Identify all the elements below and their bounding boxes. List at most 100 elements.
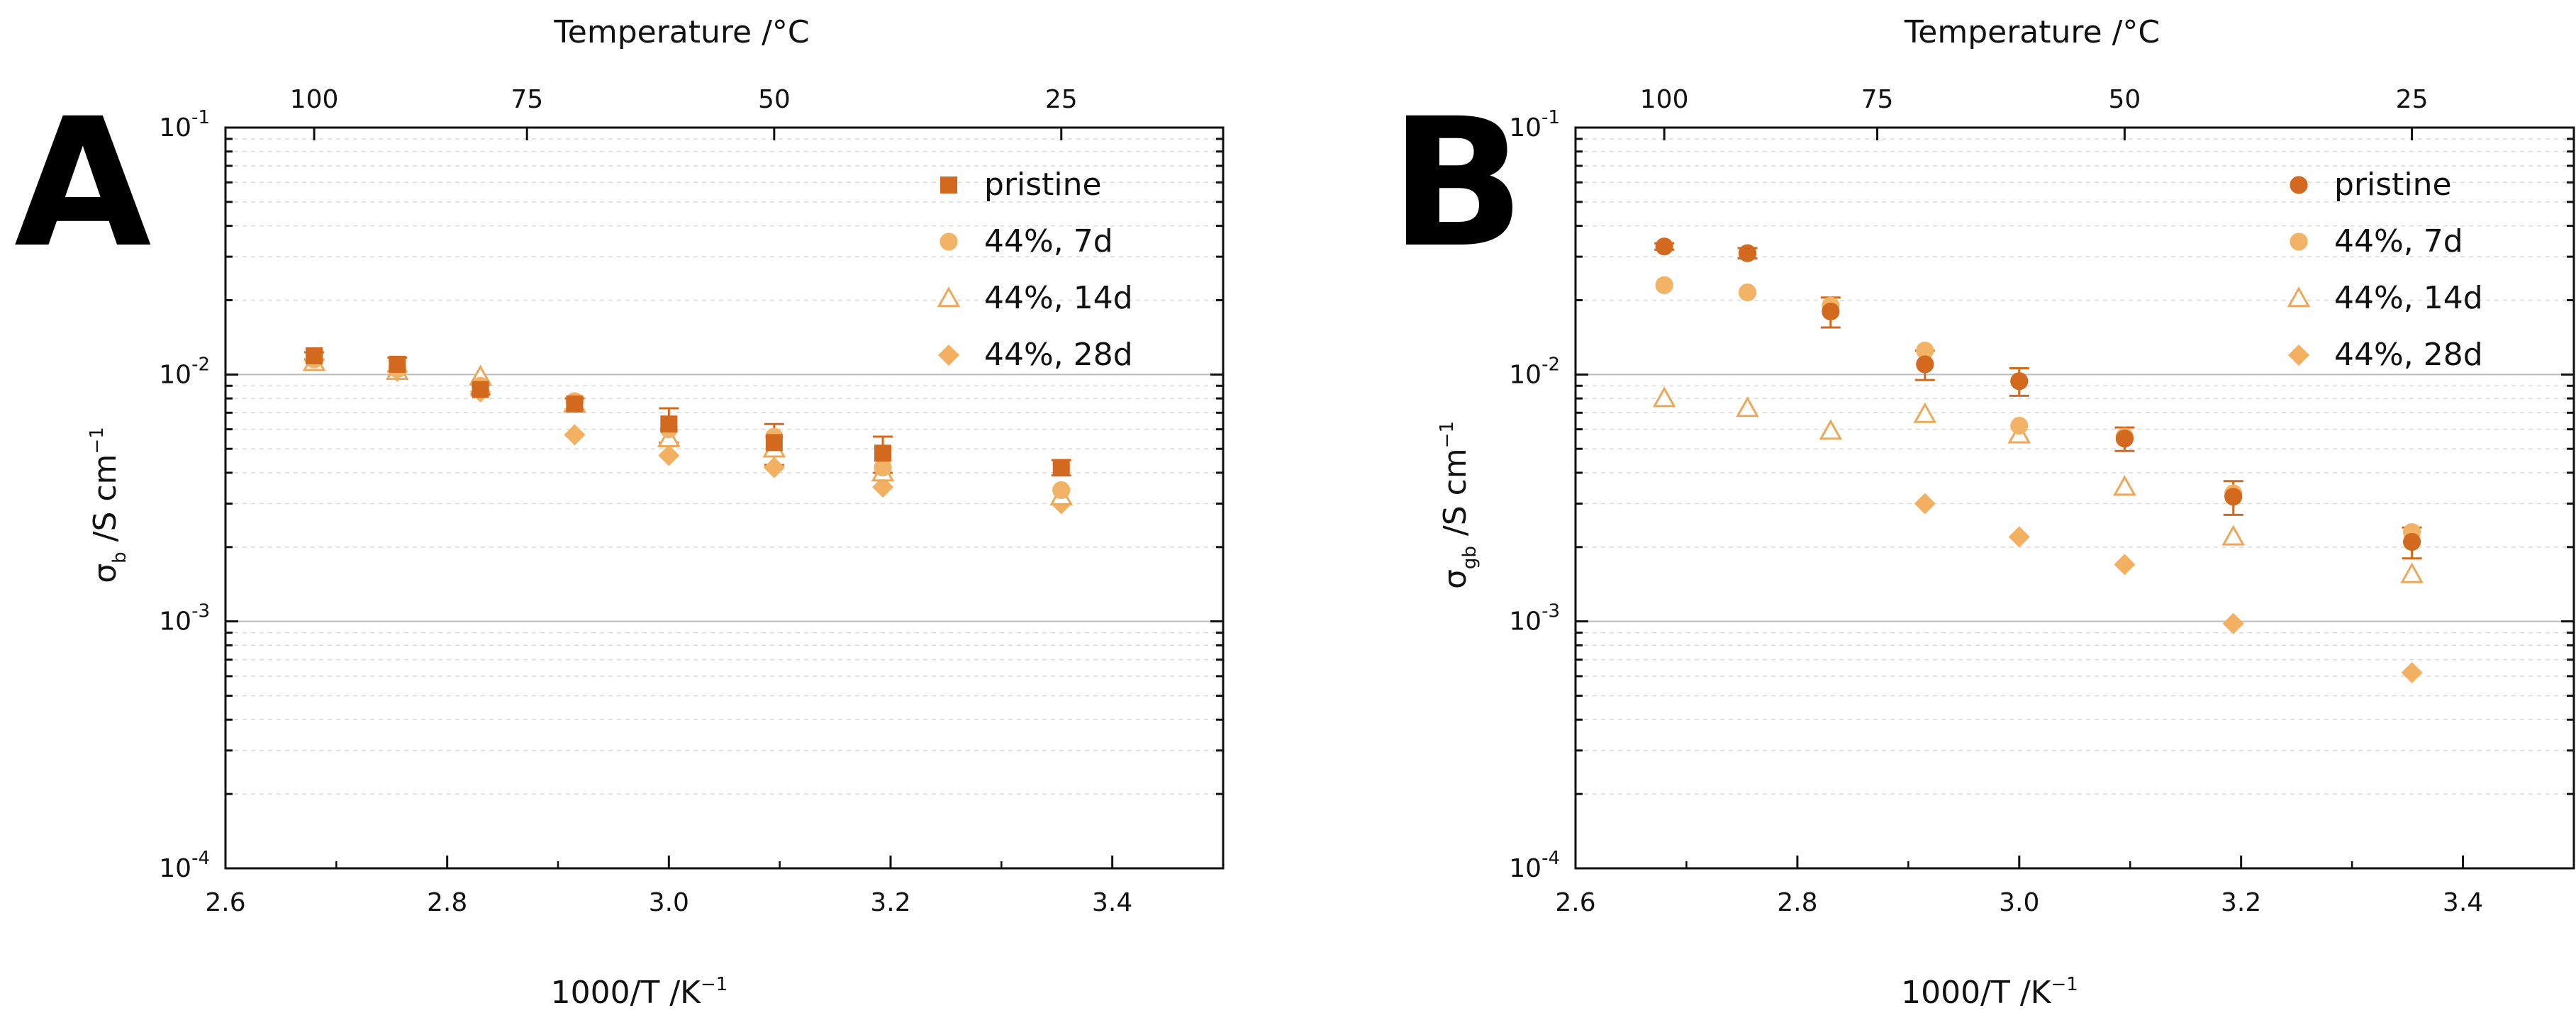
point-44-7d-b: [1916, 341, 1934, 360]
panel-letter-a: A: [14, 80, 151, 286]
axes-a: 2.6 2.8 3.0 3.2 3.4 100 75 50 25 10-4 10-3 10-2 10-1: [159, 85, 1225, 917]
point-pristine-a: [874, 444, 892, 462]
legend-label-pristine-b: pristine: [2334, 167, 2452, 203]
legend-marker-44-7d-b: [2290, 232, 2308, 251]
y-tick-label-a: 10-3: [159, 601, 210, 637]
y-tick-label-b: 10-2: [1509, 354, 1560, 389]
legend-marker-44-14d-a: [937, 286, 961, 308]
legend-marker-pristine-b: [2290, 176, 2308, 194]
y-title-sym-a: σ: [87, 564, 123, 583]
axes-b: 2.6 2.8 3.0 3.2 3.4 100 75 50 25 10-4 10-3 10-2 10-1: [1509, 85, 2575, 917]
top-tick-label-a: 50: [758, 85, 791, 114]
top-axis-title-a: Temperature /°C: [553, 14, 809, 50]
point-44-28d-b: [1914, 493, 1936, 515]
top-tick-label-b: 100: [1640, 85, 1689, 114]
y-tick-label-b: 10-4: [1509, 848, 1560, 883]
point-44-14d-b: [1913, 402, 1937, 423]
legend-marker-44-28d-a: [938, 344, 959, 366]
point-44-14d-b: [2400, 562, 2424, 583]
legend-label-44-7d-a: 44%, 7d: [984, 223, 1113, 259]
plot-frame-b: [1574, 126, 2575, 870]
markers-b: [1652, 237, 2424, 683]
x-title-sup-a: −1: [701, 974, 727, 995]
point-pristine-a: [389, 355, 406, 373]
point-44-14d-b: [2221, 525, 2246, 546]
y-tick-label-a: 10-4: [159, 848, 210, 883]
top-tick-label-a: 75: [511, 85, 543, 114]
point-pristine-a: [660, 415, 678, 433]
point-44-28d-b: [2401, 661, 2423, 683]
point-44-28d-a: [872, 476, 894, 498]
y-title-sub-a: b: [109, 551, 130, 564]
legend-label-44-28d-b: 44%, 28d: [2334, 337, 2483, 373]
point-pristine-a: [765, 434, 783, 452]
y-title-rest-a: /S cm: [87, 454, 123, 552]
point-pristine-b: [2010, 372, 2029, 391]
y-tick-label-a: 10-2: [159, 354, 210, 389]
point-pristine-b: [2115, 430, 2134, 448]
point-pristine-b: [1738, 244, 1757, 262]
legend-label-44-14d-b: 44%, 14d: [2334, 280, 2483, 316]
x-tick-label-b: 3.0: [1999, 888, 2039, 917]
y-tick-label-a: 10-1: [159, 107, 210, 142]
top-tick-label-b: 25: [2396, 85, 2429, 114]
top-axis-title-b: Temperature /°C: [1904, 14, 2160, 50]
legend-marker-44-7d-a: [939, 232, 958, 251]
x-tick-label-a: 3.2: [870, 888, 910, 917]
point-44-14d-b: [1652, 386, 1676, 408]
point-pristine-b: [1916, 355, 1934, 374]
y-title-sup-b: −1: [1437, 421, 1458, 448]
x-title-sup-b: −1: [2051, 974, 2078, 995]
x-tick-label-a: 3.0: [649, 888, 689, 917]
panel-b: 2.6 2.8 3.0 3.2 3.4 100 75 50 25 10-4 10-3 10-2 10-1…: [1437, 14, 2575, 1011]
legend-marker-44-14d-b: [2287, 286, 2311, 308]
point-44-7d-b: [2010, 417, 2029, 435]
legend-marker-pristine-a: [940, 176, 957, 194]
x-tick-label-b: 3.2: [2221, 888, 2261, 917]
x-tick-label-b: 3.4: [2443, 888, 2483, 917]
y-axis-title-b: σgb /S cm−1: [1437, 421, 1481, 589]
x-tick-label-a: 2.6: [205, 888, 245, 917]
point-44-7d-a: [1052, 481, 1071, 500]
markers-a: [302, 347, 1074, 515]
point-44-28d-b: [2114, 554, 2136, 576]
y-title-sym-b: σ: [1437, 569, 1473, 589]
point-44-7d-b: [1738, 283, 1757, 302]
point-pristine-b: [1822, 302, 1840, 321]
plot-frame-a: [224, 126, 1225, 870]
point-44-28d-a: [658, 444, 680, 466]
point-pristine-a: [1052, 459, 1070, 476]
legend-b: pristine 44%, 7d 44%, 14d 44%, 28d: [2287, 167, 2483, 373]
point-pristine-a: [566, 395, 584, 413]
y-title-sup-a: −1: [87, 427, 108, 454]
point-pristine-b: [2402, 532, 2421, 551]
top-tick-label-a: 25: [1045, 85, 1078, 114]
point-44-7d-b: [1655, 276, 1673, 294]
point-pristine-a: [306, 347, 323, 365]
point-44-14d-b: [1736, 396, 1759, 417]
top-tick-label-a: 100: [290, 85, 339, 114]
top-tick-label-b: 75: [1861, 85, 1894, 114]
top-tick-label-b: 50: [2108, 85, 2141, 114]
x-title-main-b: 1000/T /K: [1901, 975, 2051, 1011]
legend-label-44-28d-a: 44%, 28d: [984, 337, 1133, 373]
legend-marker-44-28d-b: [2288, 344, 2309, 366]
point-44-28d-a: [763, 456, 785, 478]
x-title-main-a: 1000/T /K: [551, 975, 701, 1011]
legend-label-44-14d-a: 44%, 14d: [984, 280, 1133, 316]
point-44-28d-a: [564, 424, 586, 446]
y-tick-label-b: 10-3: [1509, 601, 1560, 637]
point-pristine-b: [2224, 488, 2243, 506]
point-44-28d-b: [2222, 612, 2244, 634]
x-axis-title-b: 1000/T /K−1: [1901, 974, 2078, 1011]
y-tick-label-b: 10-1: [1509, 107, 1560, 142]
point-pristine-b: [1655, 237, 1673, 256]
x-tick-label-a: 3.4: [1092, 888, 1132, 917]
point-44-7d-a: [874, 458, 892, 477]
x-axis-title-a: 1000/T /K−1: [551, 974, 728, 1011]
point-44-14d-b: [2113, 475, 2136, 496]
legend-a: pristine 44%, 7d 44%, 14d 44%, 28d: [937, 167, 1133, 373]
point-44-28d-b: [2008, 526, 2030, 548]
